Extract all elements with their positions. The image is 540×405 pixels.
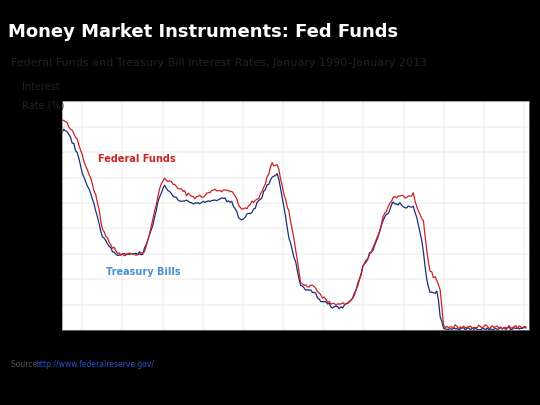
Text: Interest: Interest: [22, 82, 60, 92]
Text: Money Market Instruments: Fed Funds: Money Market Instruments: Fed Funds: [8, 23, 398, 41]
Text: Federal Funds: Federal Funds: [98, 154, 176, 164]
Text: http://www.federalreserve.gov/: http://www.federalreserve.gov/: [35, 360, 154, 369]
Text: Source:: Source:: [11, 360, 42, 369]
Text: Rate (%): Rate (%): [22, 100, 65, 111]
Text: Treasury Bills: Treasury Bills: [106, 267, 181, 277]
Text: Federal Funds and Treasury Bill Interest Rates, January 1990–January 2013: Federal Funds and Treasury Bill Interest…: [11, 58, 427, 68]
